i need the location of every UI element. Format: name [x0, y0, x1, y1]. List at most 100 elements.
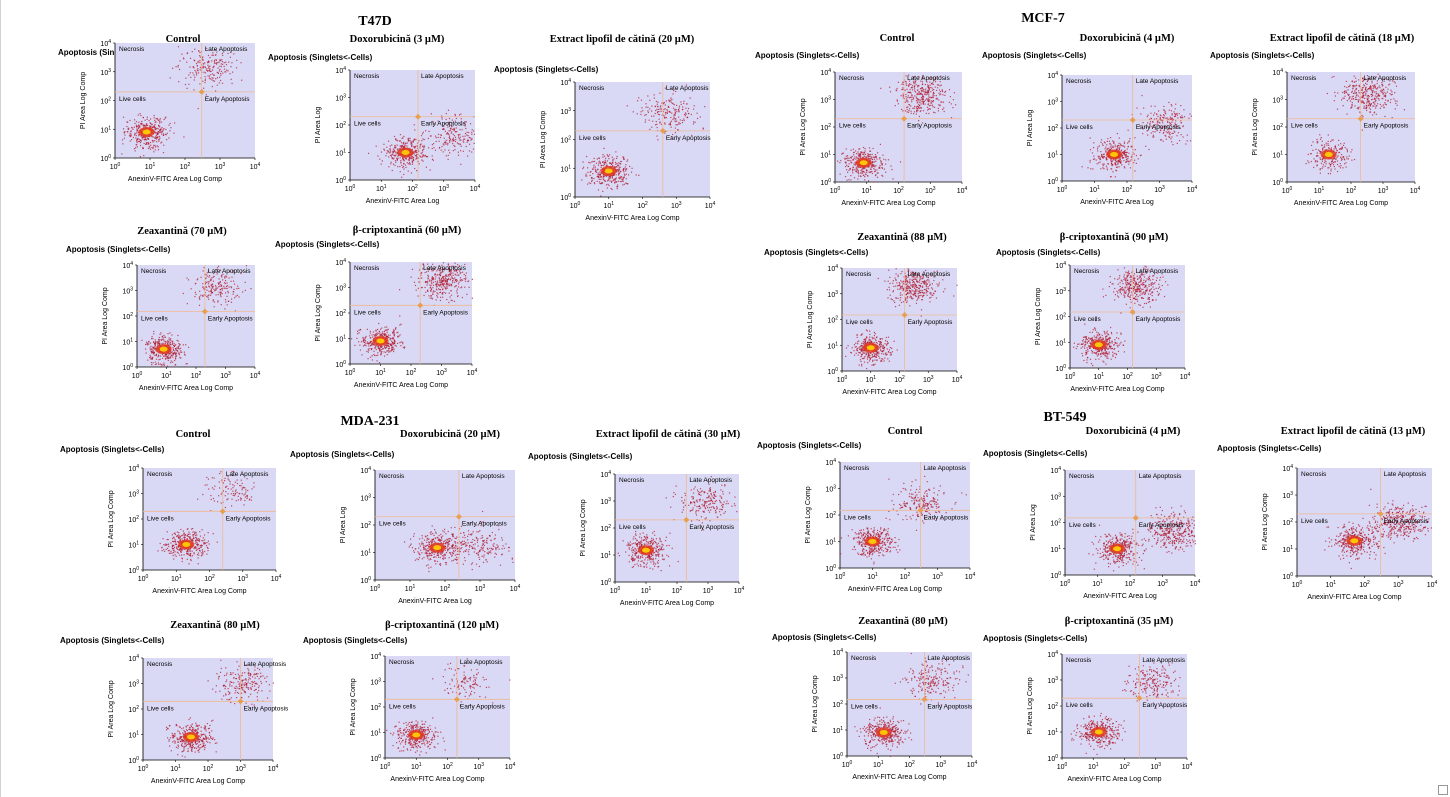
plot-title: Control — [166, 34, 201, 45]
plot-subtitle: Apoptosis (Singlets<-Cells) — [275, 240, 380, 249]
plot-title: β-criptoxantină (90 µM) — [1060, 232, 1169, 243]
gate-handle[interactable] — [921, 696, 928, 703]
plot-area — [840, 462, 970, 568]
gate-handle[interactable] — [901, 311, 908, 318]
gate-handle[interactable] — [683, 516, 690, 523]
x-tick-label: 100 — [132, 371, 143, 380]
quadrant-label-necrosis: Necrosis — [119, 46, 145, 53]
y-tick-label: 100 — [1055, 364, 1066, 373]
y-tick-label: 101 — [832, 726, 843, 735]
y-tick-label: 102 — [600, 524, 611, 533]
y-axis-label: PI Area Log Comp — [108, 490, 115, 547]
gate-handle[interactable] — [453, 696, 460, 703]
y-tick-label: 101 — [1272, 151, 1283, 160]
y-tick-label: 102 — [100, 97, 111, 106]
gate-handle[interactable] — [219, 508, 226, 515]
y-tick-label: 104 — [122, 261, 133, 270]
gate-handle[interactable] — [455, 513, 462, 520]
gate-handle[interactable] — [1377, 510, 1384, 517]
gate-handle[interactable] — [659, 127, 666, 134]
x-tick-label: 100 — [345, 368, 356, 377]
plot-title: Extract lipofil de cătină (30 µM) — [596, 429, 741, 440]
x-tick-label: 101 — [1088, 762, 1099, 771]
scatter-points — [367, 109, 476, 178]
y-tick-label: 104 — [560, 78, 571, 87]
x-tick-label: 102 — [1119, 762, 1130, 771]
x-axis-label: AnexinV-FITC Area Log Comp — [1294, 200, 1388, 207]
gate-handle[interactable] — [1129, 308, 1136, 315]
plot-subtitle: Apoptosis (Singlets<-Cells) — [66, 245, 171, 254]
x-tick-label: 101 — [411, 762, 422, 771]
scatter-plot-14: Zeaxantină (80 µM) Apoptosis (Singlets<-C… — [60, 620, 289, 785]
y-tick-label: 102 — [128, 705, 139, 714]
y-tick-label: 100 — [825, 564, 836, 573]
gate-handle[interactable] — [201, 308, 208, 315]
x-tick-label: 104 — [1190, 579, 1201, 588]
x-axis-label: AnexinV-FITC Area Log Comp — [842, 389, 936, 396]
gate-handle[interactable] — [1132, 514, 1139, 521]
gate-handle[interactable] — [1357, 115, 1364, 122]
gate-handle[interactable] — [901, 115, 908, 122]
y-axis-label: PI Area Log Comp — [102, 287, 109, 344]
x-tick-label: 103 — [923, 375, 934, 384]
x-tick-label: 102 — [893, 186, 904, 195]
y-tick-label: 102 — [360, 521, 371, 530]
plot-subtitle: Apoptosis (Singlets<-Cells) — [303, 636, 408, 645]
gate-handle[interactable] — [417, 302, 424, 309]
scatter-points — [840, 475, 967, 565]
x-axis-label: AnexinV-FITC Area Log — [1083, 593, 1157, 600]
quadrant-label-late-apoptosis: Late Apoptosis — [1384, 471, 1427, 478]
x-tick-label: 101 — [1092, 579, 1103, 588]
quadrant-label-live-cells: Live cells — [1291, 123, 1318, 130]
y-axis-label: PI Area Log Comp — [1252, 98, 1259, 155]
quadrant-label-early-apoptosis: Early Apoptosis — [1384, 518, 1430, 525]
gate-handle[interactable] — [1136, 695, 1143, 702]
quadrant-label-late-apoptosis: Late Apoptosis — [1136, 268, 1179, 275]
gate-handle[interactable] — [198, 88, 205, 95]
y-tick-label: 102 — [832, 700, 843, 709]
quadrant-label-necrosis: Necrosis — [1074, 268, 1100, 275]
gate-handle[interactable] — [917, 507, 924, 514]
x-axis-label: AnexinV-FITC Area Log Comp — [1307, 594, 1401, 601]
x-tick-label: 101 — [170, 764, 181, 773]
x-axis-label: AnexinV-FITC Area Log Comp — [585, 215, 679, 222]
plot-title: Zeaxantină (88 µM) — [857, 232, 947, 243]
quadrant-label-live-cells: Live cells — [147, 515, 174, 522]
x-axis-label: AnexinV-FITC Area Log Comp — [852, 774, 946, 781]
x-tick-label: 101 — [375, 368, 386, 377]
scatter-plot-20: β-criptoxantină (35 µM) Apoptosis (Single… — [983, 616, 1193, 783]
gate-handle[interactable] — [237, 698, 244, 705]
y-tick-label: 100 — [122, 363, 133, 372]
x-tick-label: 103 — [220, 371, 231, 380]
plot-area — [847, 652, 972, 756]
quadrant-label-live-cells: Live cells — [579, 135, 606, 142]
scatter-points — [1073, 265, 1169, 367]
y-tick-label: 101 — [825, 538, 836, 547]
plot-subtitle: Apoptosis (Singlets<-Cells) — [772, 633, 877, 642]
plot-subtitle: Apoptosis (Singlets<-Cells) — [494, 65, 599, 74]
x-tick-label: 101 — [171, 574, 182, 583]
y-tick-label: 100 — [827, 367, 838, 376]
quadrant-label-early-apoptosis: Early Apoptosis — [244, 705, 290, 712]
x-tick-label: 104 — [250, 162, 261, 171]
gate-handle[interactable] — [1129, 117, 1136, 124]
y-tick-label: 101 — [370, 729, 381, 738]
plot-area — [1062, 654, 1187, 758]
y-axis-label: PI Area Log Comp — [108, 680, 115, 737]
x-axis-label: AnexinV-FITC Area Log Comp — [354, 382, 448, 389]
y-tick-label: 103 — [1055, 287, 1066, 296]
scatter-plot-2: Doxorubicină (3 µM) Apoptosis (Singlets<-… — [268, 34, 481, 205]
y-tick-label: 103 — [128, 680, 139, 689]
scatter-points — [386, 658, 511, 756]
plot-title: Doxorubicină (20 µM) — [400, 429, 500, 440]
quadrant-label-late-apoptosis: Late Apoptosis — [908, 271, 951, 278]
plot-subtitle: Apoptosis (Singlets<-Cells) — [528, 452, 633, 461]
x-tick-label: 103 — [932, 572, 943, 581]
scatter-points — [350, 262, 474, 364]
left-border — [0, 0, 1, 797]
plot-title: Control — [176, 429, 211, 440]
quadrant-label-early-apoptosis: Early Apoptosis — [462, 521, 508, 528]
y-tick-label: 104 — [820, 68, 831, 77]
gate-handle[interactable] — [415, 113, 422, 120]
quadrant-label-early-apoptosis: Early Apoptosis — [689, 524, 735, 531]
